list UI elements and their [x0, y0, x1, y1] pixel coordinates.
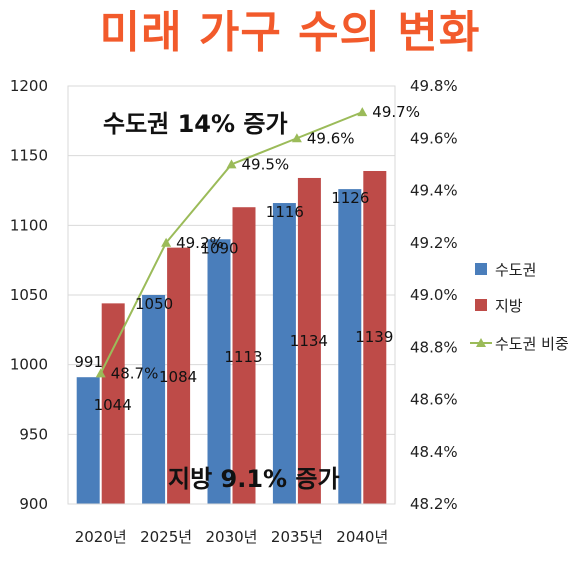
data-label-regional: 1084	[159, 368, 197, 386]
y-tick-label: 1100	[10, 216, 48, 234]
share-marker	[291, 133, 302, 143]
y2-tick-label: 49.4%	[410, 182, 458, 200]
legend-swatch	[475, 299, 487, 311]
y-tick-label: 900	[19, 495, 48, 513]
bar-capital	[338, 189, 362, 504]
share-line	[95, 107, 368, 378]
y2-tick-label: 48.4%	[410, 443, 458, 461]
bar-regional	[167, 247, 191, 505]
bar-capital	[142, 295, 166, 504]
share-marker	[161, 237, 172, 247]
bar-regional	[297, 177, 321, 504]
data-label-capital: 1126	[331, 189, 369, 207]
legend-label: 지방	[495, 297, 523, 315]
plot-border	[67, 85, 396, 505]
annotations: 수도권 14% 증가 지방 9.1% 증가	[103, 110, 340, 493]
y2-tick-label: 48.2%	[410, 495, 458, 513]
data-label-regional: 1113	[224, 348, 262, 366]
bar-regional	[363, 170, 387, 504]
data-label-capital: 1090	[200, 239, 238, 257]
data-label-share: 49.6%	[307, 129, 355, 147]
data-labels: 991 1050 1090 1116 1126 1044 1084 1113 1134 1139 4…	[74, 103, 420, 414]
x-tick-label: 2020년	[75, 528, 127, 546]
data-label-share: 48.7%	[111, 364, 159, 382]
chart-title: 미래 가구 수의 변화	[99, 7, 481, 58]
bar-regional	[232, 207, 256, 504]
share-marker	[357, 107, 368, 117]
y-tick-label: 1150	[10, 147, 48, 165]
data-label-capital: 991	[74, 353, 103, 371]
x-tick-label: 2025년	[140, 528, 192, 546]
x-tick-label: 2040년	[336, 528, 388, 546]
y-tick-label: 1050	[10, 286, 48, 304]
axes	[67, 85, 396, 505]
share-marker	[95, 368, 106, 378]
data-label-share: 49.7%	[372, 103, 420, 121]
bar-capital	[207, 239, 231, 504]
legend-label: 수도권 비중	[495, 335, 569, 353]
y-tick-label: 950	[19, 425, 48, 443]
data-label-share: 49.5%	[242, 155, 290, 173]
bar-capital	[76, 377, 100, 504]
y2-tick-label: 49.8%	[410, 77, 458, 95]
data-label-capital: 1050	[135, 295, 173, 313]
y2-tick-label: 49.6%	[410, 129, 458, 147]
bar-regional	[101, 303, 125, 504]
legend-swatch	[475, 263, 487, 275]
legend-label: 수도권	[495, 261, 536, 279]
annotation-capital: 수도권 14% 증가	[103, 110, 288, 138]
tick-labels: 900 950 1000 1050 1100 1150 1200 48.2% 48.4% 48.6…	[10, 77, 458, 546]
y-tick-label: 1200	[10, 77, 48, 95]
data-label-regional: 1139	[355, 328, 393, 346]
data-label-regional: 1134	[290, 332, 328, 350]
data-label-share: 49.2%	[176, 234, 224, 252]
y-tick-label: 1000	[10, 356, 48, 374]
legend-marker	[476, 338, 486, 347]
y2-tick-label: 48.6%	[410, 391, 458, 409]
bars	[76, 170, 387, 505]
x-tick-label: 2035년	[271, 528, 323, 546]
data-label-capital: 1116	[266, 203, 304, 221]
x-tick-label: 2030년	[206, 528, 258, 546]
annotation-regional: 지방 9.1% 증가	[168, 465, 340, 493]
share-marker	[226, 159, 237, 169]
bar-capital	[272, 203, 296, 505]
data-label-regional: 1044	[94, 396, 132, 414]
y2-tick-label: 49.0%	[410, 286, 458, 304]
y2-tick-label: 49.2%	[410, 234, 458, 252]
y2-tick-label: 48.8%	[410, 338, 458, 356]
